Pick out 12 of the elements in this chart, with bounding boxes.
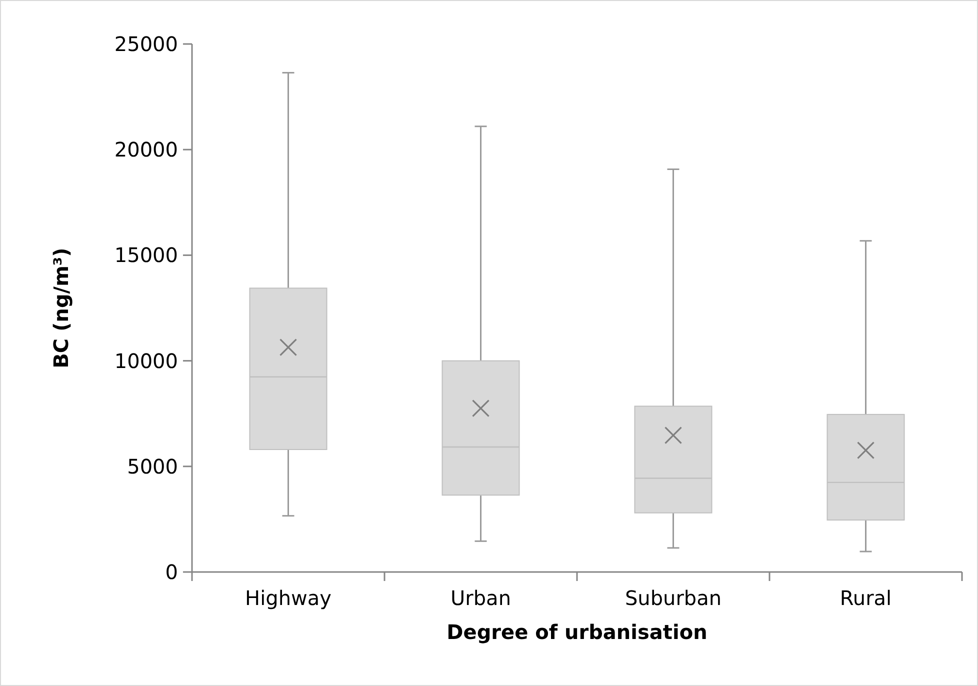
- y-tick-label: 25000: [114, 32, 178, 56]
- x-tick-label: Highway: [245, 586, 332, 610]
- x-axis-title: Degree of urbanisation: [446, 620, 708, 644]
- y-tick-label: 15000: [114, 243, 178, 268]
- y-tick-label: 20000: [114, 138, 178, 162]
- x-tick-label: Suburban: [624, 586, 722, 610]
- y-tick-label: 5000: [127, 454, 178, 478]
- y-tick-label: 0: [165, 560, 178, 584]
- y-tick-label: 10000: [114, 348, 178, 373]
- x-tick-label: Rural: [840, 586, 892, 610]
- x-tick-label: Urban: [450, 586, 511, 610]
- y-axis-title: BC (ng/m³): [49, 248, 73, 368]
